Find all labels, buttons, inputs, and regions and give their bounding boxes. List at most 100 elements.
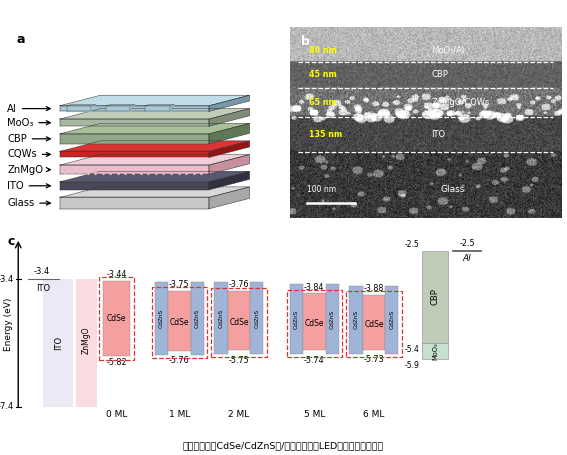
Text: 6 ML: 6 ML: [363, 410, 384, 419]
Text: ZnMgO: ZnMgO: [82, 326, 91, 354]
Text: Energy (eV): Energy (eV): [5, 297, 13, 351]
Text: -3.88: -3.88: [363, 284, 384, 293]
Polygon shape: [209, 109, 249, 126]
Polygon shape: [209, 123, 249, 144]
Text: CdZnS: CdZnS: [329, 309, 335, 329]
Polygon shape: [145, 105, 174, 106]
Text: 不同壳层厚度CdSe/CdZnS核/壳胶体量子阱LED器件结构和能带图: 不同壳层厚度CdSe/CdZnS核/壳胶体量子阱LED器件结构和能带图: [183, 441, 384, 450]
Polygon shape: [60, 155, 249, 165]
Text: b: b: [301, 35, 310, 48]
Bar: [385, 286, 399, 354]
Bar: [168, 291, 191, 351]
Bar: [227, 291, 250, 350]
Bar: [43, 279, 73, 407]
Bar: [77, 279, 97, 407]
Text: ZnMgO/CQWs: ZnMgO/CQWs: [431, 98, 489, 107]
Polygon shape: [209, 171, 249, 190]
Bar: [303, 293, 325, 350]
Polygon shape: [60, 165, 209, 174]
Text: CdZnS: CdZnS: [353, 310, 358, 329]
Text: CdZnS: CdZnS: [294, 309, 299, 329]
Bar: [422, 251, 448, 343]
Polygon shape: [60, 106, 209, 111]
Polygon shape: [60, 171, 249, 182]
Polygon shape: [60, 197, 209, 209]
Text: ITO: ITO: [431, 130, 445, 139]
Polygon shape: [209, 187, 249, 209]
Text: CdZnS: CdZnS: [255, 308, 259, 328]
Text: Al: Al: [7, 104, 50, 114]
Text: -3.75: -3.75: [169, 280, 189, 289]
Polygon shape: [60, 187, 249, 197]
Text: -5.74: -5.74: [304, 356, 324, 365]
Text: 65 nm: 65 nm: [309, 98, 337, 107]
Bar: [155, 282, 168, 354]
Polygon shape: [60, 141, 249, 152]
Text: -5.75: -5.75: [229, 356, 249, 365]
Bar: [290, 284, 303, 354]
Text: -2.5: -2.5: [404, 240, 419, 249]
Text: CdSe: CdSe: [170, 318, 189, 327]
Polygon shape: [60, 182, 209, 190]
Polygon shape: [60, 119, 209, 126]
Text: CdSe: CdSe: [304, 319, 324, 328]
Text: -5.76: -5.76: [169, 356, 189, 365]
Text: -3.4: -3.4: [0, 275, 14, 284]
Polygon shape: [67, 105, 96, 106]
Text: -5.4: -5.4: [404, 345, 419, 354]
Text: -3.44: -3.44: [107, 270, 127, 279]
Text: CdZnS: CdZnS: [390, 310, 394, 329]
Text: a: a: [16, 33, 25, 46]
Text: 45 nm: 45 nm: [309, 70, 337, 79]
Text: -5.9: -5.9: [404, 361, 419, 370]
Text: c: c: [7, 235, 15, 248]
Text: ITO: ITO: [36, 284, 50, 293]
Polygon shape: [106, 106, 130, 111]
Text: ITO: ITO: [7, 181, 50, 191]
Text: ITO: ITO: [54, 336, 63, 350]
Text: 1 ML: 1 ML: [168, 410, 190, 419]
Polygon shape: [60, 152, 209, 157]
Polygon shape: [60, 109, 249, 119]
Polygon shape: [209, 155, 249, 174]
Text: 0 ML: 0 ML: [106, 410, 128, 419]
Text: -5.73: -5.73: [363, 355, 384, 364]
Text: CBP: CBP: [430, 288, 439, 305]
Text: -3.84: -3.84: [304, 283, 324, 292]
Bar: [214, 282, 227, 354]
Polygon shape: [209, 95, 249, 111]
Text: 5 ML: 5 ML: [303, 410, 325, 419]
Bar: [325, 284, 338, 354]
Text: CBP: CBP: [7, 134, 50, 144]
Polygon shape: [145, 106, 170, 111]
Text: CdZnS: CdZnS: [159, 308, 164, 328]
Text: CdSe: CdSe: [107, 314, 126, 323]
Text: CdZnS: CdZnS: [218, 308, 223, 328]
Bar: [191, 282, 204, 354]
Text: -3.76: -3.76: [229, 280, 249, 289]
Text: CdSe: CdSe: [364, 319, 384, 329]
Polygon shape: [106, 105, 135, 106]
Text: 2 ML: 2 ML: [229, 410, 249, 419]
Bar: [349, 286, 363, 354]
Text: -5.82: -5.82: [107, 359, 127, 367]
Text: CdSe: CdSe: [229, 318, 249, 327]
Text: MoO₃: MoO₃: [432, 342, 438, 360]
Bar: [422, 343, 448, 359]
Bar: [363, 295, 385, 350]
Text: CQWs: CQWs: [7, 149, 50, 159]
Polygon shape: [67, 106, 91, 111]
Text: -2.5: -2.5: [459, 239, 475, 248]
Text: 80 nm: 80 nm: [309, 46, 337, 55]
Polygon shape: [209, 141, 249, 157]
Text: ZnMgO: ZnMgO: [7, 165, 50, 175]
Bar: [103, 281, 130, 356]
Text: 100 nm: 100 nm: [307, 185, 336, 193]
Text: Glass: Glass: [441, 185, 465, 193]
Text: MoO₃/Al: MoO₃/Al: [431, 46, 464, 55]
Text: 135 nm: 135 nm: [309, 130, 342, 139]
Text: CBP: CBP: [431, 70, 448, 79]
Text: Glass: Glass: [7, 198, 50, 208]
Text: -3.4: -3.4: [34, 267, 50, 276]
Polygon shape: [60, 95, 249, 106]
